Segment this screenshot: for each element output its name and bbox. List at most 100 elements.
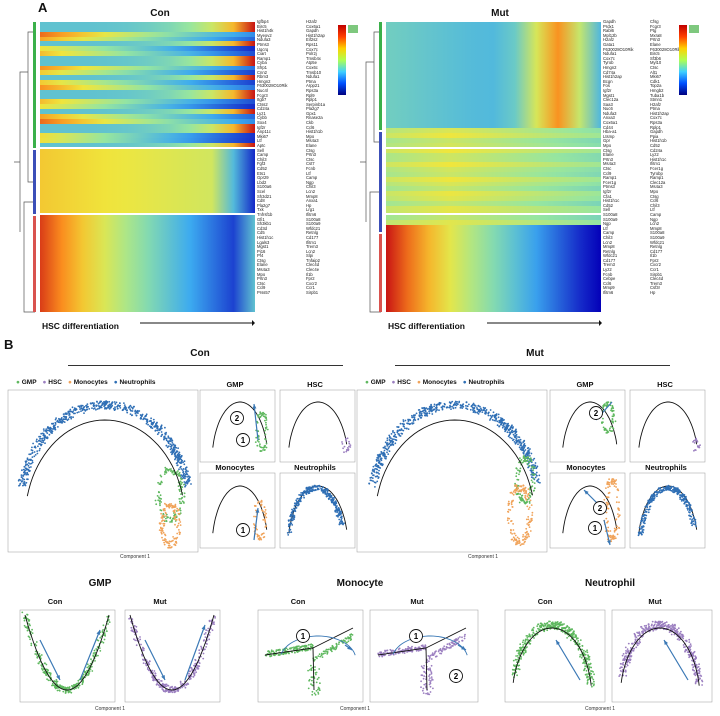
heatmap-row: [40, 118, 255, 124]
con-main-neut-point: [121, 409, 124, 411]
mut-main-neut-point: [473, 409, 476, 412]
con-mono-point: [260, 504, 263, 507]
bottom-neut-con-point: [518, 668, 521, 671]
con-neut-point: [338, 523, 341, 525]
gene-label: Gapdh: [650, 129, 663, 135]
bottom-gmp-mut-point: [208, 634, 211, 636]
con-gmp-point: [265, 413, 267, 416]
con-neut-point: [288, 525, 290, 527]
con-hsc-point: [346, 437, 349, 440]
con-main-neut-point: [185, 469, 188, 472]
mut-neut-point: [694, 522, 697, 525]
mut-main-mono-point: [512, 540, 515, 542]
mut-gmp-point: [611, 430, 614, 432]
con-main-neut-point: [123, 402, 125, 404]
mut-main-neut-point: [433, 403, 436, 406]
con-main-neut-point: [126, 411, 129, 414]
mut-main-gmp-point: [520, 459, 523, 461]
bottom-gmp-con-arrow-b-head: [96, 630, 101, 635]
con-main-neut-point: [85, 404, 88, 407]
bottom-neut-con-point: [564, 629, 567, 632]
legend-item: ● GMP: [365, 379, 386, 386]
con-gmp-point: [262, 415, 265, 418]
con-main-neut-point: [91, 402, 94, 404]
gene-label: Myeov2: [257, 32, 272, 38]
gene-label: Ltf: [306, 170, 311, 176]
con-main-mono-point: [160, 512, 163, 515]
heatmap-row: [40, 258, 255, 265]
mut-main-neut-point: [435, 407, 438, 410]
bottom-neut-con-point: [577, 640, 580, 642]
bottom-gmp-con-point: [21, 611, 24, 614]
bottom-mono-con-point: [303, 645, 306, 648]
mut-main-neut-point: [402, 419, 405, 421]
mut-main-mono-point: [510, 520, 513, 522]
con-gmp-point: [265, 446, 268, 449]
gene-label: Ndufa3: [257, 37, 271, 43]
con-main-neut-point: [174, 455, 177, 458]
mut-main-neut-point: [459, 406, 462, 409]
con-main-mono-point: [165, 505, 168, 508]
bottom-neut-con-point: [540, 623, 543, 625]
mut-main-neut-point: [484, 411, 487, 414]
con-hsc-point: [349, 444, 352, 446]
bottom-neut-con-point: [546, 622, 549, 624]
mut-main-neut-point: [476, 407, 478, 409]
mut-main-neut-point: [372, 480, 374, 482]
gene-label: Hmgb2: [650, 87, 664, 93]
heatmap-row: [40, 287, 255, 294]
heatmap-row: [386, 70, 601, 76]
gene-label: Uqcrq: [257, 46, 269, 52]
bottom-gmp-con-point: [23, 619, 26, 622]
con-main-gmp-point: [154, 499, 157, 502]
con-main-neut-point: [85, 408, 88, 411]
bottom-mono-mut-point: [441, 649, 444, 651]
con-hsc-point: [342, 447, 344, 450]
con-main-gmp-point: [171, 471, 174, 474]
con-neut-point: [298, 494, 300, 496]
mut-main-neut-point: [419, 412, 421, 415]
gene-label: Saa3: [603, 101, 613, 107]
gene-label: Tmsb10: [306, 69, 322, 75]
gene-label: S100a9: [603, 216, 618, 222]
heatmap-row: [40, 104, 255, 110]
gene-label: Ccl9: [257, 285, 266, 291]
mut-main-neut-point: [395, 439, 398, 442]
con-main-mono-point: [164, 533, 166, 536]
con-main-neut-point: [186, 482, 189, 484]
heatmap-row: [40, 84, 255, 91]
con-hsc-point: [345, 440, 348, 442]
con-main-neut-point: [180, 454, 183, 457]
gene-label: Rbm3: [257, 74, 269, 80]
mut-main-neut-point: [385, 455, 388, 458]
mut-main-neut-point: [397, 429, 399, 432]
mut-dendrogram: [360, 22, 382, 313]
con-main-neut-point: [60, 421, 63, 424]
con-main-neut-point: [33, 455, 36, 458]
con-main-mono-point: [178, 531, 181, 534]
con-main-neut-point: [45, 428, 48, 430]
mut-main-neut-point: [370, 472, 373, 474]
gene-label: Mmp8: [306, 193, 318, 199]
mut-neut-point: [653, 495, 656, 498]
heatmap-row: [40, 51, 255, 57]
con-hsc-point: [343, 445, 346, 448]
mut-main-mono-point: [527, 518, 530, 521]
mut-gmp-point: [610, 420, 613, 422]
traj-mut-title: Mut: [526, 348, 544, 359]
mut-main-neut-point: [497, 413, 500, 416]
mut-main-neut-point: [511, 429, 514, 432]
con-mono-point: [254, 515, 257, 518]
mut-mono-point: [613, 479, 615, 482]
mut-main-neut-point: [375, 463, 378, 466]
heatmap-row: [386, 249, 601, 255]
mut-main-neut-point: [523, 440, 525, 443]
mut-main-mono-point: [526, 505, 529, 508]
mut-main-neut-point: [515, 441, 518, 444]
gene-label: Ms4a3: [306, 138, 319, 144]
con-main-mono-point: [175, 519, 178, 521]
con-main-neut-point: [43, 435, 46, 438]
con-main-neut-point: [39, 447, 41, 450]
con-neut-point: [312, 487, 314, 489]
con-main-neut-point: [118, 402, 121, 405]
